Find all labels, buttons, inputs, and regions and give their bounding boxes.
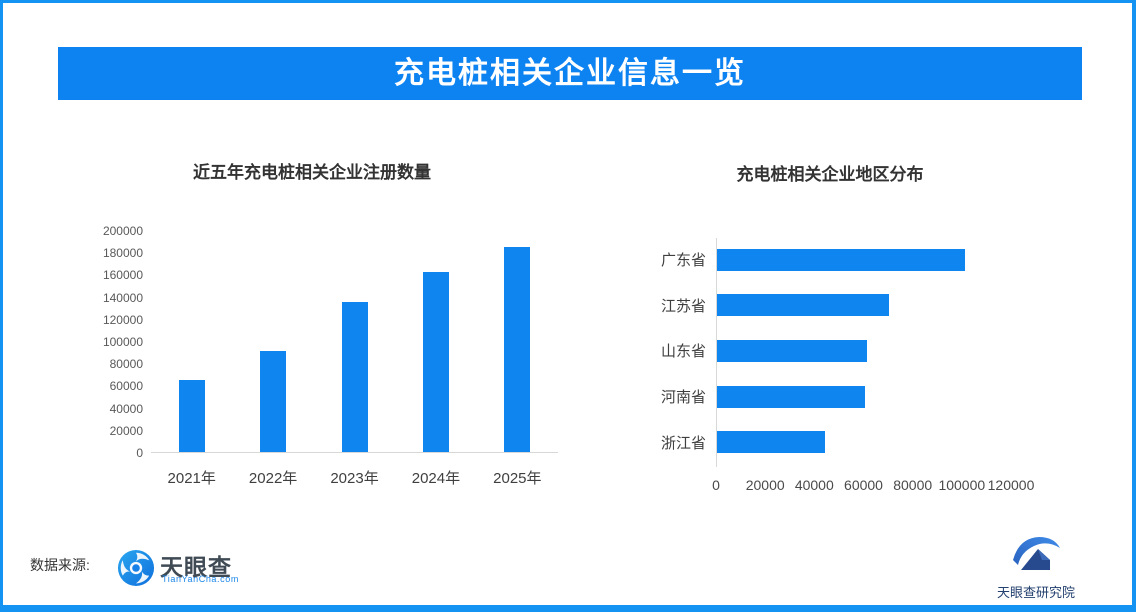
y-tick-label: 120000: [102, 312, 143, 327]
registrations-chart-title: 近五年充电桩相关企业注册数量: [193, 163, 431, 182]
distribution-chart-title: 充电桩相关企业地区分布: [736, 165, 924, 184]
distribution-x-axis: 0 20000 40000 60000 80000 100000 120000: [3, 477, 1103, 497]
tianyancha-aperture-icon: [117, 549, 155, 587]
category-label: 河南省: [660, 389, 706, 407]
x-category-label: 2021年: [167, 470, 216, 487]
bar: [717, 431, 826, 454]
tianyancha-logo: 天眼查 TianYanCha.com: [117, 548, 267, 590]
bar: [504, 246, 531, 452]
distribution-row: 山东省: [620, 328, 1030, 374]
x-tick-label: 20000: [745, 477, 785, 493]
y-tick-label: 180000: [102, 246, 143, 261]
y-tick-label: 160000: [102, 268, 143, 283]
bar-slot: [314, 231, 395, 452]
distribution-row: 河南省: [620, 374, 1030, 420]
bar: [717, 294, 890, 317]
data-source-label: 数据来源:: [30, 557, 90, 573]
x-category-label: 2022年: [248, 470, 298, 487]
category-label: 浙江省: [660, 434, 706, 452]
y-tick-label: 140000: [102, 290, 143, 305]
y-tick-label: 80000: [109, 357, 143, 372]
category-label: 江苏省: [660, 297, 706, 315]
banner-title: 充电桩相关企业信息一览: [58, 47, 1082, 100]
y-tick-label: 0: [136, 446, 143, 460]
tianyancha-name: 天眼查: [160, 554, 232, 580]
x-category-label: 2023年: [330, 470, 379, 487]
y-tick-label: 200000: [102, 224, 143, 238]
registrations-y-axis: 0 20000 40000 60000 80000 100000 120000 140000 1…: [57, 224, 143, 460]
x-tick-label: 100000: [938, 477, 986, 493]
distribution-axis-line: [716, 238, 717, 467]
bar-slot: [395, 231, 476, 452]
research-institute-name: 天眼查研究院: [996, 585, 1075, 600]
y-tick-label: 20000: [109, 423, 143, 438]
x-category-label: 2025年: [493, 470, 542, 487]
bar: [260, 351, 287, 452]
x-tick-label: 120000: [987, 477, 1035, 493]
y-tick-label: 40000: [109, 401, 143, 416]
bar-slot: [151, 231, 232, 452]
tianyancha-research-icon: [1013, 537, 1060, 570]
y-tick-label: 100000: [102, 335, 143, 349]
distribution-row: 浙江省: [620, 419, 1030, 465]
bar: [717, 248, 966, 271]
x-category-label: 2024年: [411, 470, 461, 487]
bar: [717, 385, 865, 408]
bar-slot: [232, 231, 313, 452]
x-tick-label: 40000: [794, 477, 834, 493]
research-institute-logo: 天眼查研究院: [978, 534, 1094, 600]
category-label: 山东省: [660, 343, 706, 361]
distribution-rows: 广东省江苏省山东省河南省浙江省: [620, 237, 1030, 465]
category-label: 广东省: [660, 252, 706, 270]
x-tick-label: 0: [712, 477, 720, 493]
distribution-row: 广东省: [620, 237, 1030, 283]
bar: [717, 339, 867, 362]
registrations-x-axis: 2021年 2022年 2023年 2024年 2025年: [151, 467, 558, 488]
bar-slot: [477, 231, 558, 452]
x-tick-label: 60000: [844, 477, 883, 493]
x-tick-label: 80000: [893, 477, 933, 493]
registrations-plot: [151, 231, 558, 453]
bar: [422, 272, 449, 452]
bar: [178, 379, 205, 452]
distribution-row: 江苏省: [620, 283, 1030, 329]
y-tick-label: 60000: [109, 379, 143, 394]
bar: [341, 302, 368, 452]
tianyancha-domain: TianYanCha.com: [162, 574, 239, 584]
